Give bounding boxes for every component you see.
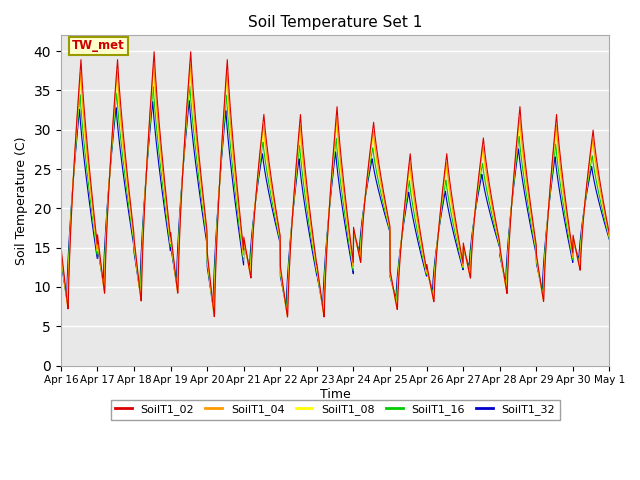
Y-axis label: Soil Temperature (C): Soil Temperature (C) [15,136,28,265]
X-axis label: Time: Time [320,388,351,401]
Title: Soil Temperature Set 1: Soil Temperature Set 1 [248,15,422,30]
Text: TW_met: TW_met [72,39,125,52]
Legend: SoilT1_02, SoilT1_04, SoilT1_08, SoilT1_16, SoilT1_32: SoilT1_02, SoilT1_04, SoilT1_08, SoilT1_… [111,400,560,420]
